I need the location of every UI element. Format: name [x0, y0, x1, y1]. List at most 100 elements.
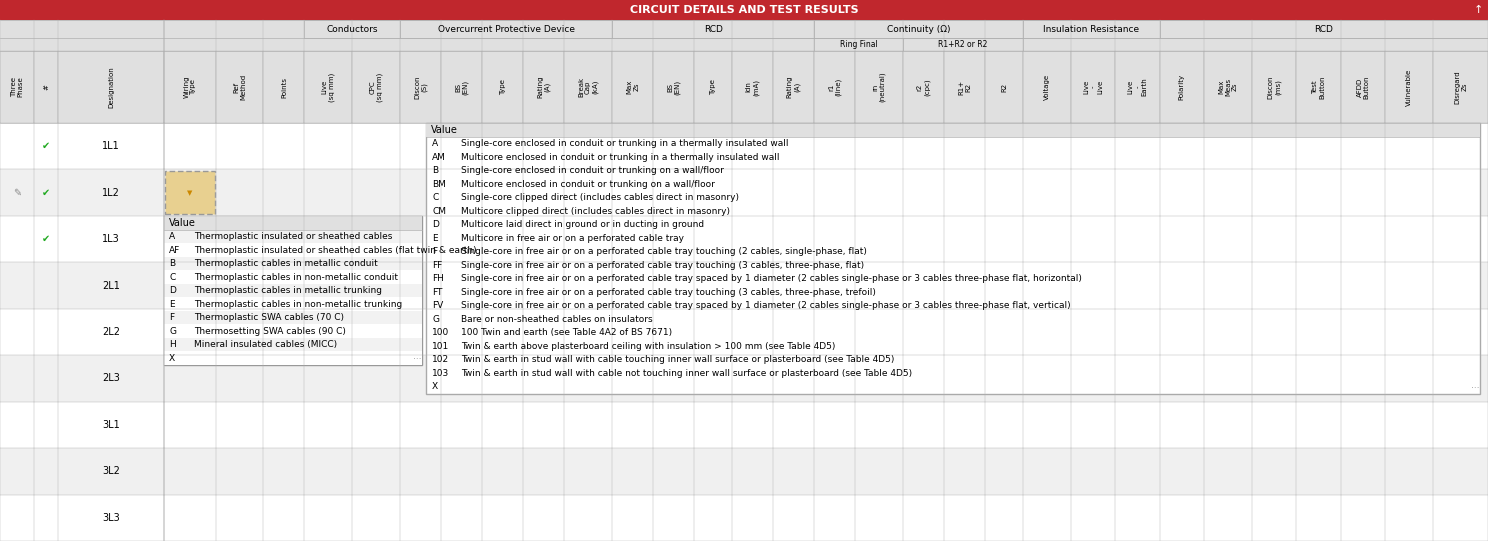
Bar: [34, 51, 58, 123]
Text: Twin & earth in stud wall with cable not touching inner wall surface or plasterb: Twin & earth in stud wall with cable not…: [461, 369, 912, 378]
Bar: [58, 51, 164, 123]
Text: F: F: [170, 313, 174, 322]
Text: B: B: [432, 166, 439, 175]
Text: Thermoplastic cables in non-metallic conduit: Thermoplastic cables in non-metallic con…: [195, 273, 399, 282]
Text: Type: Type: [710, 79, 716, 95]
Text: RCD: RCD: [1314, 24, 1333, 34]
Text: 100: 100: [432, 328, 449, 337]
Text: Single-core clipped direct (includes cables direct in masonry): Single-core clipped direct (includes cab…: [461, 193, 740, 202]
Text: Wiring
Type: Wiring Type: [183, 76, 196, 98]
Text: 2L3: 2L3: [103, 373, 121, 384]
Text: R1+
R2: R1+ R2: [958, 80, 972, 95]
Bar: [1159, 20, 1488, 38]
Text: Disregard
Zs: Disregard Zs: [1454, 70, 1467, 104]
Text: Thermoplastic cables in non-metallic trunking: Thermoplastic cables in non-metallic tru…: [195, 300, 402, 308]
FancyBboxPatch shape: [165, 171, 214, 214]
Bar: [695, 51, 732, 123]
Bar: [426, 123, 1481, 393]
Bar: [1433, 51, 1488, 123]
Text: 2L1: 2L1: [103, 281, 121, 291]
Text: Single-core enclosed in conduit or trunking on a wall/floor: Single-core enclosed in conduit or trunk…: [461, 166, 725, 175]
Text: 1L2: 1L2: [103, 188, 121, 197]
Bar: [400, 51, 442, 123]
Text: Bare or non-sheathed cables on insulators: Bare or non-sheathed cables on insulator…: [461, 315, 653, 324]
Bar: [1204, 51, 1251, 123]
Text: CIRCUIT DETAILS AND TEST RESULTS: CIRCUIT DETAILS AND TEST RESULTS: [629, 5, 859, 15]
Bar: [0, 262, 1488, 309]
Bar: [0, 355, 1488, 401]
Text: Thermoplastic cables in metallic conduit: Thermoplastic cables in metallic conduit: [195, 259, 378, 268]
Text: #: #: [43, 84, 49, 90]
Text: Thermoplastic insulated or sheathed cables: Thermoplastic insulated or sheathed cabl…: [195, 232, 393, 241]
Bar: [0, 169, 1488, 216]
Text: Live
-
Live: Live - Live: [1083, 80, 1103, 94]
Bar: [1022, 20, 1159, 38]
Text: …: …: [1470, 380, 1479, 390]
Bar: [400, 20, 612, 38]
Text: Twin & earth above plasterboard ceiling with insulation > 100 mm (see Table 4D5): Twin & earth above plasterboard ceiling …: [461, 342, 836, 351]
Text: 2L2: 2L2: [103, 327, 121, 337]
Bar: [0, 401, 1488, 448]
Bar: [482, 51, 524, 123]
Text: BS
(EN): BS (EN): [667, 80, 680, 95]
Bar: [164, 230, 423, 243]
Bar: [1022, 51, 1071, 123]
Text: Multicore clipped direct (includes cables direct in masonry): Multicore clipped direct (includes cable…: [461, 207, 731, 216]
Text: Max
Meas
Zs: Max Meas Zs: [1219, 78, 1238, 96]
Text: Single-core in free air or on a perforated cable tray spaced by 1 diameter (2 ca: Single-core in free air or on a perforat…: [461, 274, 1082, 283]
Text: Insulation Resistance: Insulation Resistance: [1043, 24, 1140, 34]
Text: E: E: [432, 234, 437, 243]
Text: Continuity (Ω): Continuity (Ω): [887, 24, 951, 34]
Bar: [612, 20, 814, 38]
Text: Multicore enclosed in conduit or trunking in a thermally insulated wall: Multicore enclosed in conduit or trunkin…: [461, 153, 780, 162]
Text: Live
-
Earth: Live - Earth: [1128, 77, 1147, 96]
Text: D: D: [432, 220, 439, 229]
Text: Multicore enclosed in conduit or trunking on a wall/floor: Multicore enclosed in conduit or trunkin…: [461, 180, 716, 189]
Text: Three
Phase: Three Phase: [10, 77, 24, 97]
Bar: [0, 448, 1488, 494]
Text: ↑: ↑: [1473, 5, 1482, 15]
Bar: [1296, 51, 1341, 123]
Text: Idn
(mA): Idn (mA): [745, 78, 759, 96]
Text: AF: AF: [170, 246, 180, 255]
Bar: [1251, 51, 1296, 123]
Bar: [442, 51, 482, 123]
Bar: [612, 51, 653, 123]
Bar: [814, 20, 1022, 38]
Bar: [1071, 51, 1115, 123]
Bar: [216, 51, 263, 123]
Text: 102: 102: [432, 355, 449, 364]
Text: A: A: [170, 232, 176, 241]
Text: r2
(cpc): r2 (cpc): [917, 78, 930, 96]
Text: 1L3: 1L3: [103, 234, 121, 244]
Bar: [164, 51, 216, 123]
Bar: [943, 51, 985, 123]
Text: 100 Twin and earth (see Table 4A2 of BS 7671): 100 Twin and earth (see Table 4A2 of BS …: [461, 328, 673, 337]
Bar: [164, 270, 423, 284]
Text: …: …: [414, 352, 421, 361]
Text: 3L2: 3L2: [103, 466, 121, 476]
Text: Single-core in free air or on a perforated cable tray spaced by 1 diameter (2 ca: Single-core in free air or on a perforat…: [461, 301, 1071, 310]
Text: Designation: Designation: [109, 66, 115, 108]
Text: Multicore in free air or on a perforated cable tray: Multicore in free air or on a perforated…: [461, 234, 684, 243]
Bar: [564, 51, 612, 123]
Bar: [164, 311, 423, 325]
Bar: [305, 51, 353, 123]
Bar: [653, 51, 695, 123]
Bar: [1341, 51, 1385, 123]
Bar: [305, 20, 400, 38]
Text: rn
(neutral): rn (neutral): [872, 72, 885, 102]
Text: B: B: [170, 259, 176, 268]
Text: G: G: [432, 315, 439, 324]
Text: Conductors: Conductors: [326, 24, 378, 34]
Text: F: F: [432, 247, 437, 256]
Text: CPC
(sq mm): CPC (sq mm): [369, 72, 382, 102]
Text: Single-core enclosed in conduit or trunking in a thermally insulated wall: Single-core enclosed in conduit or trunk…: [461, 139, 789, 148]
Bar: [164, 338, 423, 352]
Bar: [856, 51, 903, 123]
Text: FF: FF: [432, 261, 442, 270]
Bar: [0, 51, 34, 123]
Text: FV: FV: [432, 301, 443, 310]
Bar: [263, 51, 305, 123]
Text: Overcurrent Protective Device: Overcurrent Protective Device: [437, 24, 574, 34]
